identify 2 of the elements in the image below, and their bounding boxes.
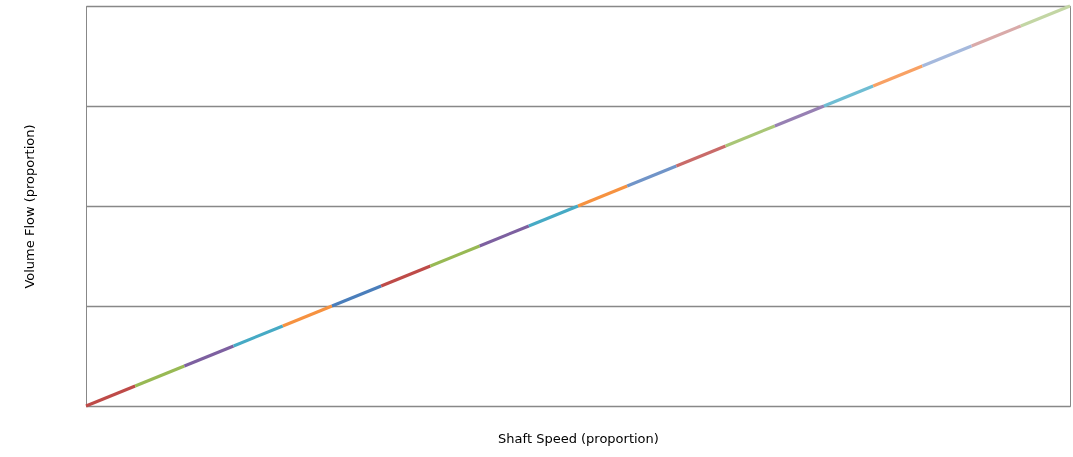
y-axis-title: Volume Flow (proportion)	[21, 124, 37, 289]
x-axis-title: Shaft Speed (proportion)	[498, 430, 659, 446]
